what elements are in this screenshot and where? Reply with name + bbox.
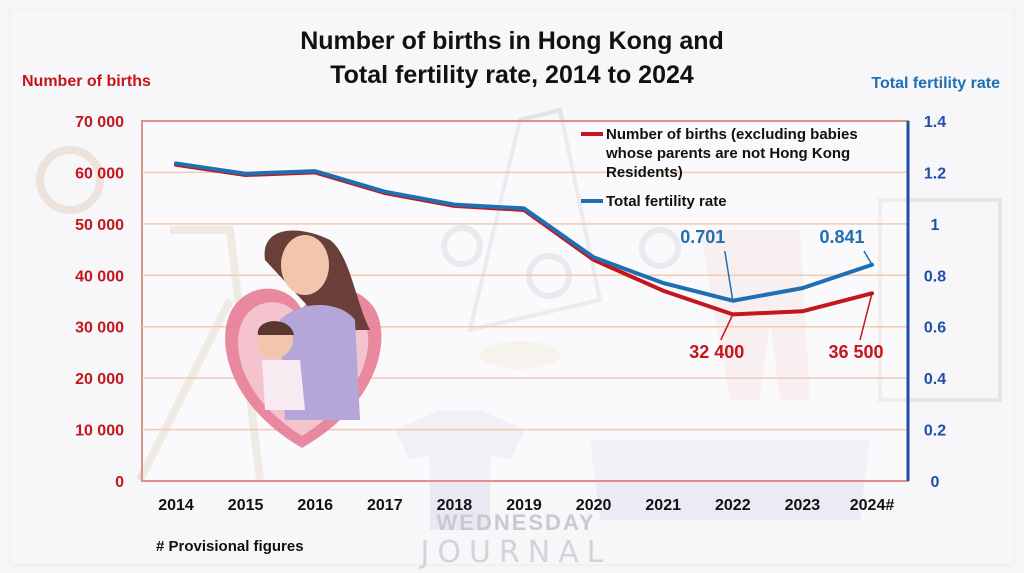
y-right-tick-label: 1.4 (924, 114, 946, 131)
footnote: # Provisional figures (156, 538, 304, 555)
bow-illustration (480, 341, 560, 369)
crib-rail-illustration (878, 198, 1002, 402)
births-data-point (800, 309, 804, 313)
y-left-tick-label: 50 000 (75, 217, 124, 234)
y-axis-left-title: Number of births (22, 73, 151, 90)
y-axis-right-title: Total fertility rate (871, 75, 1000, 92)
x-tick-label: 2018 (437, 497, 473, 514)
fertility-data-point (383, 190, 387, 194)
chart-title-line-1: Number of births in Hong Kong and (300, 27, 724, 55)
legend: Number of births (excluding babies whose … (581, 126, 858, 210)
fertility-data-point (174, 161, 178, 165)
y-left-tick-label: 20 000 (75, 371, 124, 388)
x-tick-label: 2015 (228, 497, 264, 514)
x-tick-label: 2014 (158, 497, 194, 514)
watermark-line-2: JOURNAL (419, 535, 612, 570)
y-right-tick-label: 1 (931, 217, 940, 234)
fertility-data-point (522, 206, 526, 210)
legend-label: Total fertility rate (606, 193, 727, 210)
watermark-line-1: WEDNESDAY (437, 510, 596, 535)
x-tick-label: 2019 (506, 497, 542, 514)
y-right-tick-label: 0.2 (924, 423, 946, 440)
annotation-leader-line (863, 250, 873, 266)
x-tick-label: 2021 (645, 497, 681, 514)
fertility-data-point (661, 281, 665, 285)
legend-label: Residents) (606, 164, 683, 181)
stroller-illustration (467, 107, 603, 333)
fertility-data-point (452, 203, 456, 207)
series-layer (174, 161, 874, 317)
births-value-label: 36 500 (828, 342, 883, 362)
fertility-data-point (313, 169, 317, 173)
y-right-tick-label: 0.4 (924, 371, 946, 388)
y-axis-right-ticks: 0 0.2 0.4 0.6 0.8 1 1.2 1.4 (924, 114, 946, 491)
x-tick-label: 2016 (297, 497, 333, 514)
x-tick-label: 2023 (785, 497, 821, 514)
legend-label: whose parents are not Hong Kong (605, 145, 850, 162)
x-axis-ticks: 2014 2015 2016 2017 2018 2019 2020 2021 2022 2023… (158, 497, 894, 514)
onesie-illustration (395, 410, 525, 530)
annotation-leader-line (859, 293, 873, 341)
chart-title-line-2: Total fertility rate, 2014 to 2024 (330, 61, 694, 89)
mother-child-illustration (225, 230, 382, 448)
wheel-icon (441, 225, 483, 267)
y-left-tick-label: 30 000 (75, 320, 124, 337)
y-left-tick-label: 0 (115, 474, 124, 491)
fertility-value-label: 0.841 (819, 227, 864, 247)
annotation-leader-line (720, 314, 734, 341)
births-data-point (661, 289, 665, 293)
wheel-icon (639, 227, 681, 269)
y-right-tick-label: 0 (931, 474, 940, 491)
fertility-data-point (244, 172, 248, 176)
annotation-layer: 32 400 36 500 0.701 0.841 (680, 227, 883, 362)
y-left-tick-label: 40 000 (75, 268, 124, 285)
y-left-tick-label: 60 000 (75, 165, 124, 182)
births-value-label: 32 400 (689, 342, 744, 362)
fertility-value-label: 0.701 (680, 227, 725, 247)
legend-label: Number of births (excluding babies (606, 126, 858, 143)
fertility-data-point (592, 255, 596, 259)
y-right-tick-label: 0.6 (924, 320, 946, 337)
y-axis-left-ticks: 0 10 000 20 000 30 000 40 000 50 000 60 000 70 … (75, 114, 124, 491)
x-tick-label: 2022 (715, 497, 751, 514)
x-tick-label: 2017 (367, 497, 403, 514)
y-left-tick-label: 10 000 (75, 423, 124, 440)
y-left-tick-label: 70 000 (75, 114, 124, 131)
x-tick-label: 2024# (850, 497, 895, 514)
annotation-leader-line (724, 250, 734, 301)
rattle-icon (36, 146, 104, 214)
fertility-data-point (800, 286, 804, 290)
x-tick-label: 2020 (576, 497, 612, 514)
y-right-tick-label: 1.2 (924, 165, 946, 182)
y-right-tick-label: 0.8 (924, 268, 946, 285)
